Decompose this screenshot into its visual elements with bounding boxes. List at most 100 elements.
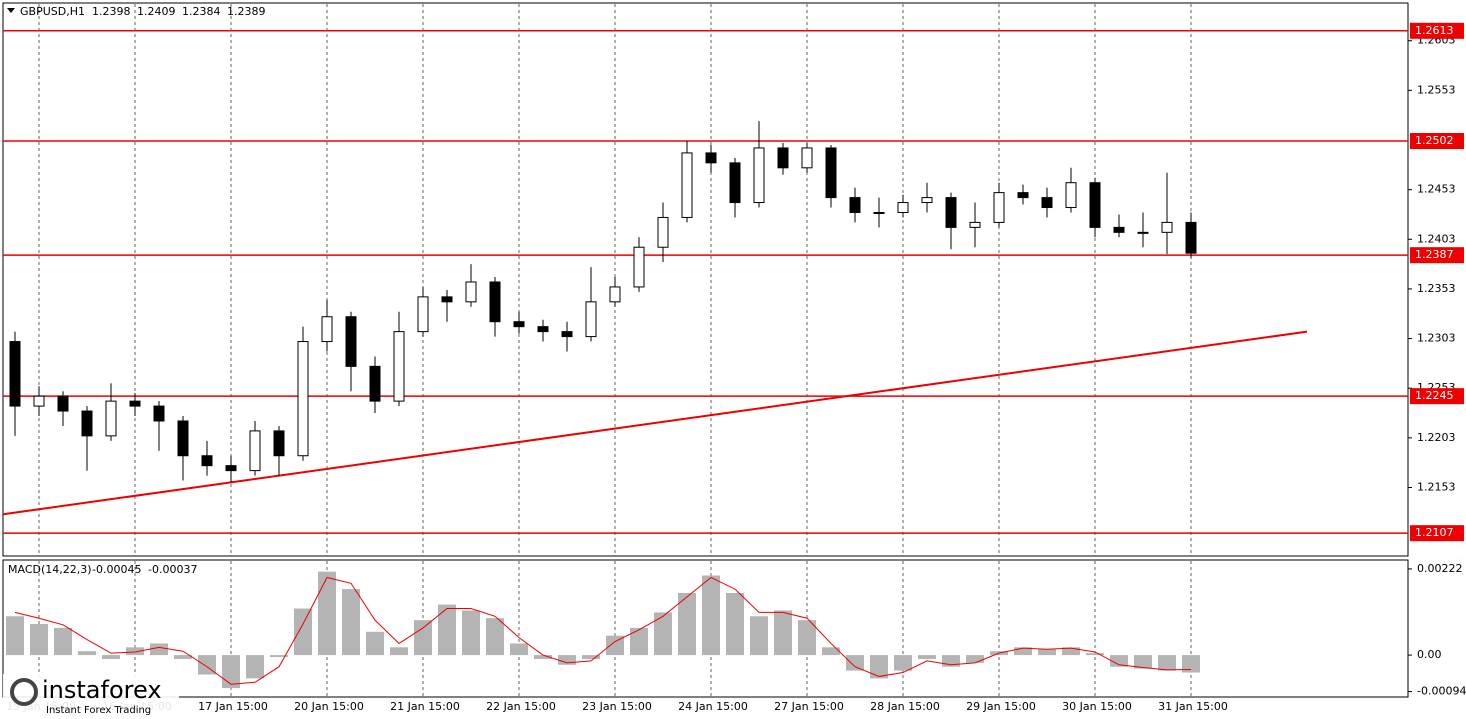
macd-bar bbox=[774, 610, 792, 656]
macd-bar bbox=[678, 592, 696, 656]
y-tick-label: 0.00222 bbox=[1417, 562, 1463, 575]
macd-bar bbox=[414, 620, 432, 656]
macd-bar bbox=[126, 647, 144, 656]
level-label: 1.2387 bbox=[1415, 248, 1454, 261]
y-tick-label: -0.00094 bbox=[1417, 685, 1466, 698]
candle-body bbox=[1089, 182, 1101, 228]
macd-bar bbox=[846, 655, 864, 671]
macd-value: -0.00037 bbox=[148, 563, 197, 576]
candle-body bbox=[225, 465, 237, 472]
menu-arrow bbox=[7, 8, 15, 13]
candle-body bbox=[609, 286, 621, 303]
candle-body bbox=[153, 405, 165, 422]
candle-body bbox=[297, 341, 309, 457]
candle-body bbox=[1041, 197, 1053, 209]
candle-body bbox=[441, 296, 453, 303]
candle-body bbox=[945, 197, 957, 228]
candle-body bbox=[489, 281, 501, 323]
macd-bar bbox=[294, 608, 312, 656]
y-tick-label: 1.2403 bbox=[1417, 232, 1456, 245]
candle-body bbox=[849, 197, 861, 213]
macd-bar bbox=[894, 655, 912, 671]
candle-body bbox=[465, 281, 477, 303]
candle-body bbox=[993, 192, 1005, 223]
macd-bar bbox=[510, 643, 528, 656]
candle-body bbox=[201, 455, 213, 467]
macd-bar bbox=[318, 571, 336, 656]
macd-signal bbox=[14, 576, 1192, 685]
level-label: 1.2245 bbox=[1415, 389, 1454, 402]
candle-body bbox=[777, 147, 789, 169]
logo-tagline: Instant Forex Trading bbox=[46, 705, 151, 716]
macd-bar bbox=[798, 620, 816, 656]
macd-bar bbox=[54, 627, 72, 656]
candle-body bbox=[1017, 192, 1029, 199]
candle-body bbox=[321, 316, 333, 343]
x-tick-label: 21 Jan 15:00 bbox=[390, 700, 460, 713]
y-tick-label: 0.00 bbox=[1417, 648, 1442, 661]
candle-body bbox=[9, 341, 21, 407]
level-label-bg bbox=[1410, 388, 1464, 405]
header-value: 1.2389 bbox=[227, 5, 266, 18]
macd-bar bbox=[30, 624, 48, 656]
candle-body bbox=[1185, 221, 1197, 254]
candle-body bbox=[801, 147, 813, 169]
candle-body bbox=[537, 326, 549, 333]
candle-body bbox=[921, 197, 933, 204]
macd-bar bbox=[222, 655, 240, 689]
logo: instaforex Instant Forex Trading bbox=[3, 674, 179, 717]
candle-body bbox=[729, 162, 741, 204]
macd-bar bbox=[174, 655, 192, 659]
candle-body bbox=[273, 430, 285, 457]
macd-bar bbox=[150, 643, 168, 656]
candle-body bbox=[561, 331, 573, 338]
logo-icon bbox=[10, 678, 38, 706]
macd-bar bbox=[1182, 655, 1200, 673]
macd-bar bbox=[870, 655, 888, 679]
macd-bar bbox=[822, 647, 840, 656]
macd-bar bbox=[102, 655, 120, 659]
macd-bar bbox=[486, 618, 504, 656]
candle-body bbox=[1161, 221, 1173, 233]
y-tick-label: 1.2153 bbox=[1417, 480, 1456, 493]
candle-body bbox=[33, 395, 45, 407]
candle-body bbox=[825, 147, 837, 199]
candle-body bbox=[705, 152, 717, 164]
x-tick-label: 22 Jan 15:00 bbox=[486, 700, 556, 713]
candle-body bbox=[57, 395, 69, 412]
candle-body bbox=[513, 321, 525, 328]
macd-bar bbox=[582, 655, 600, 659]
macd-bar bbox=[1014, 647, 1032, 656]
macd-bar bbox=[1086, 653, 1104, 656]
candle-body bbox=[129, 400, 141, 407]
candle-body bbox=[873, 211, 885, 214]
level-label-bg bbox=[1410, 22, 1464, 39]
macd-value: -0.00045 bbox=[92, 563, 141, 576]
macd-bar bbox=[1038, 649, 1056, 656]
x-tick-label: 30 Jan 15:00 bbox=[1062, 700, 1132, 713]
level-label: 1.2502 bbox=[1415, 134, 1454, 147]
candle-body bbox=[1113, 226, 1125, 233]
candle-body bbox=[633, 246, 645, 288]
candle-body bbox=[897, 202, 909, 213]
candle-body bbox=[753, 147, 765, 204]
candle-body bbox=[1065, 182, 1077, 209]
x-tick-label: 29 Jan 15:00 bbox=[966, 700, 1036, 713]
macd-bar bbox=[438, 604, 456, 656]
macd-bar bbox=[1134, 655, 1152, 669]
macd-bar bbox=[342, 589, 360, 656]
x-tick-label: 27 Jan 15:00 bbox=[774, 700, 844, 713]
y-tick-label: 1.2553 bbox=[1417, 83, 1456, 96]
macd-bar bbox=[270, 655, 288, 658]
macd-bar bbox=[726, 592, 744, 656]
header-value: 1.2409 bbox=[137, 5, 176, 18]
x-tick-label: 23 Jan 15:00 bbox=[582, 700, 652, 713]
macd-bar bbox=[702, 575, 720, 656]
trendline bbox=[2, 330, 1308, 516]
macd-bar bbox=[78, 651, 96, 656]
candle-body bbox=[585, 301, 597, 338]
candle-body bbox=[1137, 231, 1149, 234]
candle-body bbox=[417, 296, 429, 333]
macd-bar bbox=[654, 612, 672, 656]
